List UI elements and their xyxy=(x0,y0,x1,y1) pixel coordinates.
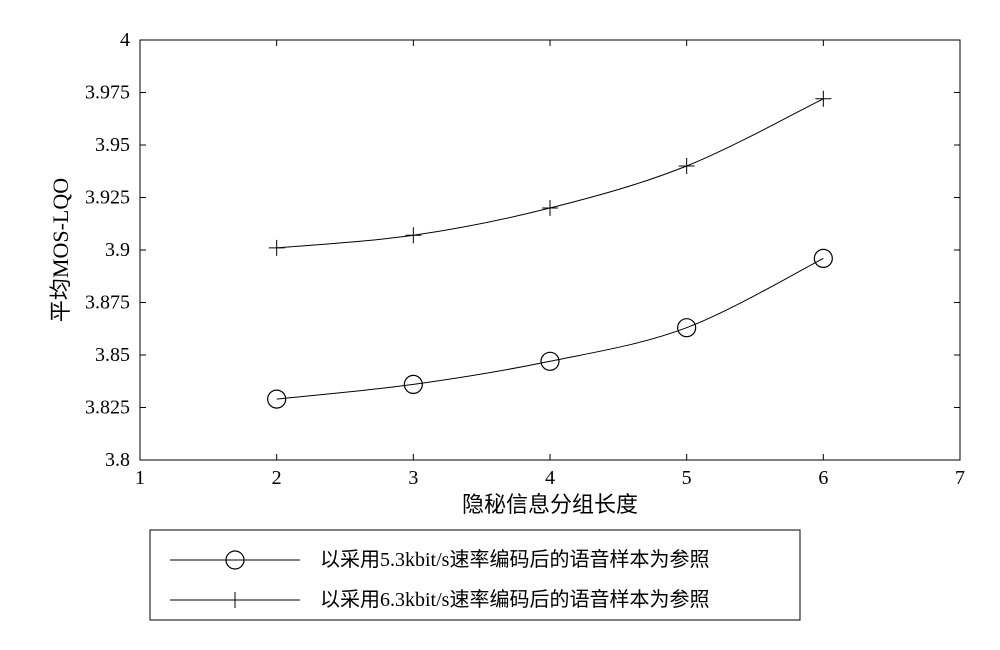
x-tick-label: 7 xyxy=(955,467,965,489)
series-line xyxy=(277,258,824,399)
x-tick-label: 2 xyxy=(272,467,282,489)
chart-container: 1 2 3 4 5 6 7 3.8 3.825 3.85 3.875 3.9 3.925 3.95 3.97… xyxy=(20,20,980,630)
series-s53 xyxy=(268,249,833,408)
y-tick-label: 3.975 xyxy=(85,82,130,104)
legend-label: 以采用5.3kbit/s速率编码后的语音样本为参照 xyxy=(320,548,709,571)
y-tick-label: 4 xyxy=(120,29,130,51)
y-tick-label: 3.9 xyxy=(105,239,130,261)
series-s63 xyxy=(269,91,832,256)
y-tick-label: 3.85 xyxy=(95,344,130,366)
y-axis-title: 平均MOS-LQO xyxy=(48,178,73,322)
y-tick-label: 3.925 xyxy=(85,187,130,209)
x-tick-label: 6 xyxy=(818,467,828,489)
y-tick-label: 3.8 xyxy=(105,449,130,471)
x-tick-label: 1 xyxy=(135,467,145,489)
y-tick-label: 3.825 xyxy=(85,397,130,419)
y-tick-label: 3.95 xyxy=(95,134,130,156)
x-tick-label: 4 xyxy=(545,467,555,489)
line-chart: 1 2 3 4 5 6 7 3.8 3.825 3.85 3.875 3.9 3.925 3.95 3.97… xyxy=(20,20,980,630)
series-line xyxy=(277,99,824,248)
x-axis-title: 隐秘信息分组长度 xyxy=(462,492,638,517)
x-tick-label: 5 xyxy=(682,467,692,489)
y-tick-label: 3.875 xyxy=(85,292,130,314)
circle-marker-icon xyxy=(814,249,832,267)
legend-label: 以采用6.3kbit/s速率编码后的语音样本为参照 xyxy=(320,588,709,611)
plot-area xyxy=(140,40,960,460)
x-tick-label: 3 xyxy=(408,467,418,489)
